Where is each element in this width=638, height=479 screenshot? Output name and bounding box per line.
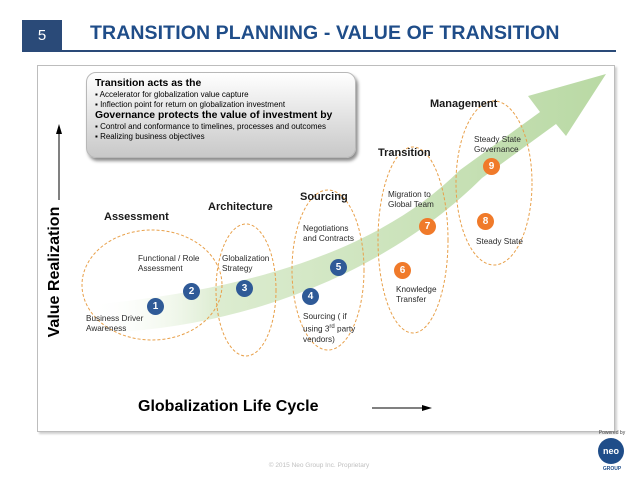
neo-group-logo: Powered by neo GROUP xyxy=(592,430,632,476)
step-2-label: Functional / Role Assessment xyxy=(138,254,200,273)
stage-oval-management xyxy=(455,100,533,266)
stage-label-transition: Transition xyxy=(378,147,431,159)
stage-oval-assessment xyxy=(81,229,223,341)
group-text: GROUP xyxy=(602,466,622,472)
step-7-badge: 7 xyxy=(419,218,436,235)
step-7-label: Migration to Global Team xyxy=(388,190,434,209)
powered-by-text: Powered by xyxy=(598,430,626,436)
slide-header: 5 TRANSITION PLANNING - VALUE OF TRANSIT… xyxy=(0,0,638,55)
step-1-label: Business Driver Awareness xyxy=(86,314,144,333)
step-5-label: Negotiations and Contracts xyxy=(303,224,354,243)
step-2-badge: 2 xyxy=(183,283,200,300)
y-axis-arrow-head xyxy=(56,124,62,134)
callout-bullet: ▪ Realizing business objectives xyxy=(95,132,205,141)
step-8-badge: 8 xyxy=(477,213,494,230)
value-curve-arrow xyxy=(90,74,606,332)
y-axis-label: Value Realization xyxy=(46,206,63,338)
callout-bullet: ▪ Accelerator for globalization value ca… xyxy=(95,90,249,99)
stage-oval-architecture xyxy=(215,223,277,357)
step-8-label: Steady State xyxy=(476,237,523,246)
step-4-badge: 4 xyxy=(302,288,319,305)
callout-heading-2: Governance protects the value of investm… xyxy=(95,110,333,121)
x-axis-arrow-head xyxy=(422,405,432,411)
step-6-badge: 6 xyxy=(394,262,411,279)
callout-bullet: ▪ Inflection point for return on globali… xyxy=(95,100,286,109)
step-3-badge: 3 xyxy=(236,280,253,297)
callout-heading-1: Transition acts as the xyxy=(95,78,202,89)
stage-label-management: Management xyxy=(430,98,498,110)
step-4-label: Sourcing ( if using 3rd party vendors) xyxy=(303,312,356,344)
step-6-label: Knowledge Transfer xyxy=(396,285,437,304)
copyright-footer: © 2015 Neo Group Inc. Proprietary xyxy=(268,462,370,469)
slide-number: 5 xyxy=(22,20,62,50)
stage-label-sourcing: Sourcing xyxy=(300,191,348,203)
neo-logo-circle: neo xyxy=(598,438,624,464)
stage-oval-sourcing xyxy=(291,189,365,351)
x-axis-label: Globalization Life Cycle xyxy=(138,398,319,415)
slide-title: TRANSITION PLANNING - VALUE OF TRANSITIO… xyxy=(90,22,560,44)
step-1-badge: 1 xyxy=(147,298,164,315)
step-9-label: Steady State Governance xyxy=(474,135,521,154)
stage-oval-transition xyxy=(377,146,449,334)
stage-label-assessment: Assessment xyxy=(104,211,169,223)
callout-bullet: ▪ Control and conformance to timelines, … xyxy=(95,122,326,131)
step-3-label: Globalization Strategy xyxy=(222,254,270,273)
step-5-badge: 5 xyxy=(330,259,347,276)
value-callout-box: Transition acts as the ▪ Accelerator for… xyxy=(86,72,356,158)
stage-label-architecture: Architecture xyxy=(208,201,273,213)
header-divider xyxy=(22,50,616,52)
step-9-badge: 9 xyxy=(483,158,500,175)
